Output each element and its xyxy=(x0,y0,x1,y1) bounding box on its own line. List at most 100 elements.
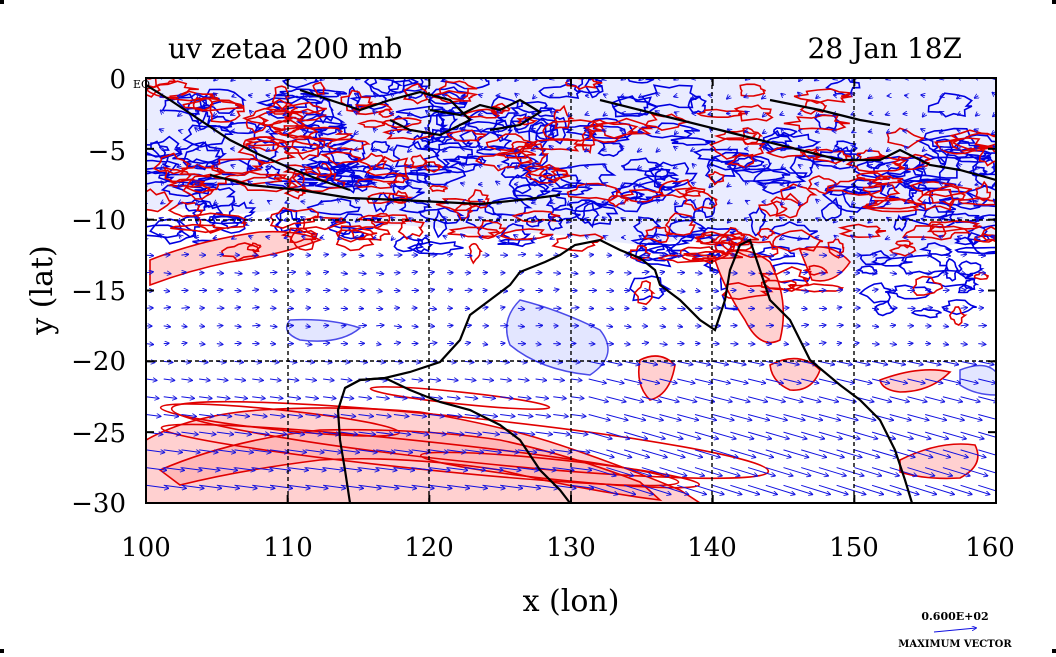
wind-vector xyxy=(146,255,153,256)
wind-vector xyxy=(305,290,310,291)
wind-vector xyxy=(359,255,364,256)
wind-vector xyxy=(323,254,328,255)
wind-vector xyxy=(710,237,712,238)
max-vector-arrow xyxy=(934,628,976,632)
wind-vector xyxy=(996,503,1027,513)
wind-vector xyxy=(408,237,411,238)
x-axis-label: x (lon) xyxy=(523,584,620,619)
wind-vector xyxy=(961,308,968,309)
x-tick-label: 140 xyxy=(687,533,737,563)
wind-vector xyxy=(695,273,702,274)
wind-vector xyxy=(447,325,453,326)
wind-vector xyxy=(443,95,447,96)
y-tick-label: 0 xyxy=(109,65,126,95)
wind-vector xyxy=(217,290,223,291)
wind-vector xyxy=(320,237,323,238)
wind-vector xyxy=(819,273,825,274)
max-vector-caption: MAXIMUM VECTOR xyxy=(898,639,1012,650)
wind-vector xyxy=(748,255,754,256)
wind-vector xyxy=(181,308,189,309)
wind-vector xyxy=(996,432,1019,439)
wind-vector xyxy=(677,503,708,513)
wind-vector xyxy=(943,326,948,327)
wind-vector xyxy=(199,344,204,345)
wind-vector xyxy=(301,201,305,202)
wind-vector xyxy=(320,167,323,168)
wind-vector xyxy=(996,468,1023,476)
y-tick-label: −10 xyxy=(71,206,126,236)
x-tick-label: 100 xyxy=(121,533,171,563)
wind-vector xyxy=(181,272,185,273)
corner-mark xyxy=(1052,0,1056,4)
y-tick-label: −30 xyxy=(71,489,126,519)
wind-vector xyxy=(907,503,938,513)
wind-vector xyxy=(341,308,348,309)
wind-vector xyxy=(196,166,199,167)
wind-vector xyxy=(978,255,985,256)
wind-vector xyxy=(660,308,666,309)
wind-vector xyxy=(465,255,472,256)
y-tick-label: −15 xyxy=(71,277,126,307)
wind-vector xyxy=(784,255,789,256)
wind-vector xyxy=(270,291,277,292)
wind-vector xyxy=(390,149,394,150)
wind-vector xyxy=(996,361,1011,364)
wind-vector xyxy=(553,273,560,274)
x-tick-label: 120 xyxy=(404,533,454,563)
wind-vector xyxy=(341,290,348,291)
wind-vector xyxy=(925,308,932,309)
wind-vector xyxy=(606,503,637,513)
wind-vector xyxy=(642,503,673,513)
wind-vector xyxy=(798,113,801,114)
wind-vector xyxy=(217,273,223,274)
wind-vector xyxy=(323,325,328,326)
x-tick-label: 110 xyxy=(263,533,313,563)
wind-vector xyxy=(341,325,346,326)
wind-vector xyxy=(996,379,1013,383)
corner-mark xyxy=(0,0,4,4)
wind-vector xyxy=(589,503,620,513)
wind-vector xyxy=(465,290,472,291)
wind-vector xyxy=(285,237,288,238)
wind-vector xyxy=(815,184,819,185)
wind-vector xyxy=(179,131,182,132)
y-tick-label: −5 xyxy=(88,137,126,167)
x-tick-label: 160 xyxy=(965,533,1015,563)
wind-vector xyxy=(359,325,367,326)
wind-vector xyxy=(943,503,974,513)
wind-vector xyxy=(305,308,310,309)
wind-vector xyxy=(338,131,341,132)
wind-vector xyxy=(961,290,966,291)
wind-vector xyxy=(869,131,872,132)
wind-vector xyxy=(872,503,903,513)
wind-vector xyxy=(837,272,842,273)
x-tick-label: 130 xyxy=(546,533,596,563)
wind-vector xyxy=(854,290,859,291)
wind-vector xyxy=(799,131,802,132)
wind-vector xyxy=(766,308,773,309)
x-tick-labels: 100 110 120 130 140 150 160 xyxy=(121,533,1015,563)
wind-vector xyxy=(801,308,807,309)
wind-vector xyxy=(943,273,948,274)
chart-title-left: uv zetaa 200 mb xyxy=(168,32,402,65)
wind-vector xyxy=(975,184,978,185)
equator-label: EQ xyxy=(133,78,150,91)
wind-vector xyxy=(766,503,797,513)
wind-vector xyxy=(730,503,761,513)
wind-vector xyxy=(996,397,1015,402)
wind-vector xyxy=(249,95,253,96)
wind-vector xyxy=(252,325,260,326)
wind-vector xyxy=(713,503,744,513)
wind-vector xyxy=(677,308,685,309)
wind-vector xyxy=(819,503,850,513)
y-tick-label: −20 xyxy=(71,347,126,377)
y-tick-labels: 0 −5 −10 −15 −20 −25 −30 xyxy=(71,65,126,519)
wind-vector xyxy=(497,237,500,238)
wind-vector xyxy=(624,503,655,513)
wind-vector xyxy=(498,166,500,167)
corner-mark xyxy=(1052,649,1056,653)
wind-vector xyxy=(996,343,1003,344)
wind-vector xyxy=(996,485,1025,494)
